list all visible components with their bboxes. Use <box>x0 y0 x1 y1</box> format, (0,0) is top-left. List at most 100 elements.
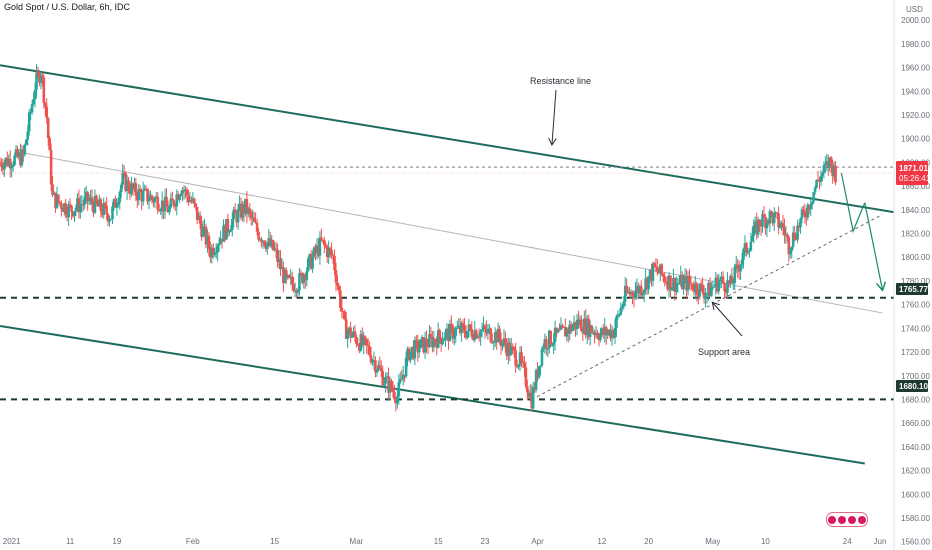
candle-bull <box>717 281 721 292</box>
candle-bull <box>228 231 231 233</box>
candle-bear <box>391 389 395 392</box>
candle-bull <box>575 319 579 329</box>
candle-bull <box>238 203 241 210</box>
candle-bear <box>794 239 798 241</box>
candle-bear <box>100 211 104 216</box>
candle-bear <box>314 247 317 253</box>
candle-bull <box>682 279 685 290</box>
candle-bear <box>816 179 820 181</box>
candle-bull <box>277 258 281 263</box>
candle-bull <box>29 112 32 114</box>
candle-bull <box>809 204 813 210</box>
candle-bull <box>772 213 776 224</box>
candle-bull <box>552 341 555 346</box>
candle-bull <box>670 287 674 291</box>
indicator-badge[interactable] <box>826 512 868 527</box>
candle-bear <box>1 166 5 170</box>
axes-layer: 1560.00 1580.00 1600.00 1620.00 1640.00 1660.… <box>3 16 931 547</box>
candle-bear <box>458 325 462 333</box>
candle-bear <box>793 232 796 240</box>
candle-bull <box>24 139 28 145</box>
candle-bull <box>623 285 627 302</box>
candle-bull <box>168 207 171 213</box>
candle-bear <box>6 157 9 166</box>
candle-bear <box>268 238 272 247</box>
candle-bear <box>54 192 57 208</box>
candle-bear <box>334 270 338 283</box>
candle-bear <box>276 249 279 263</box>
candle-bear <box>36 72 40 74</box>
candle-bull <box>372 360 376 362</box>
candle-bull <box>283 270 287 283</box>
candle-bear <box>138 188 142 193</box>
candle-bear <box>285 270 288 278</box>
candle-bull <box>571 326 574 332</box>
candle-bull <box>73 211 76 217</box>
candle-bull <box>98 199 101 207</box>
candle-bull <box>377 365 380 371</box>
candle-bull <box>821 172 824 176</box>
candle-bear <box>136 195 139 201</box>
annotations-layer <box>552 89 882 337</box>
candle-bull <box>729 276 732 284</box>
candle-bear <box>802 209 805 212</box>
x-tick-label: 12 <box>597 537 606 546</box>
candle-bull <box>7 159 11 166</box>
candle-bull <box>352 331 355 336</box>
candle-bull <box>583 318 586 334</box>
candle-bear <box>609 329 612 339</box>
candle-bull <box>230 218 234 230</box>
candle-bear <box>485 329 488 334</box>
candle-bear <box>264 245 268 249</box>
candle-bull <box>398 379 402 383</box>
candle-bear <box>209 248 212 258</box>
candle-bull <box>476 336 479 339</box>
candle-bull <box>17 152 21 158</box>
candle-bull <box>315 245 319 253</box>
candle-bear <box>461 322 465 326</box>
candle-bear <box>477 336 481 338</box>
candle-bull <box>707 282 710 294</box>
candle-bear <box>220 238 224 242</box>
candle-bear <box>407 348 411 361</box>
candle-bear <box>336 282 339 286</box>
candle-bull <box>752 225 756 236</box>
candle-bull <box>347 327 351 332</box>
candle-bull <box>559 325 563 330</box>
candle-bull <box>441 340 444 345</box>
candle-bull <box>137 188 141 201</box>
candle-bear <box>628 291 631 295</box>
candle-bear <box>803 211 807 217</box>
candle-bull <box>813 187 817 193</box>
candle-bear <box>282 267 285 283</box>
candle-bull <box>648 269 652 277</box>
candle-bear <box>390 380 393 390</box>
candle-bull <box>778 226 782 228</box>
candle-bear <box>144 188 148 190</box>
candle-bull <box>591 332 595 334</box>
candle-bear <box>566 328 570 334</box>
badge-dot <box>828 515 836 524</box>
candle-bull <box>547 330 551 349</box>
candle-bear <box>255 222 259 232</box>
candle-bear <box>182 189 186 192</box>
candle-bull <box>266 242 269 249</box>
candle-bear <box>400 379 404 381</box>
x-tick-label: 10 <box>761 537 770 546</box>
candle-bull <box>765 220 769 229</box>
candle-bull <box>704 294 707 299</box>
candle-bear <box>325 247 329 257</box>
candle-bear <box>71 211 75 217</box>
candle-bear <box>558 329 561 331</box>
candle-bear <box>257 231 260 240</box>
x-tick-label: 2021 <box>3 537 21 546</box>
candle-bull <box>375 370 379 373</box>
candle-bear <box>57 194 60 203</box>
candle-bull <box>382 383 386 386</box>
candle-bear <box>533 387 536 390</box>
candle-bear <box>146 188 149 202</box>
candle-bull <box>819 175 823 182</box>
candle-bull <box>718 279 722 282</box>
candle-bear <box>260 239 263 243</box>
